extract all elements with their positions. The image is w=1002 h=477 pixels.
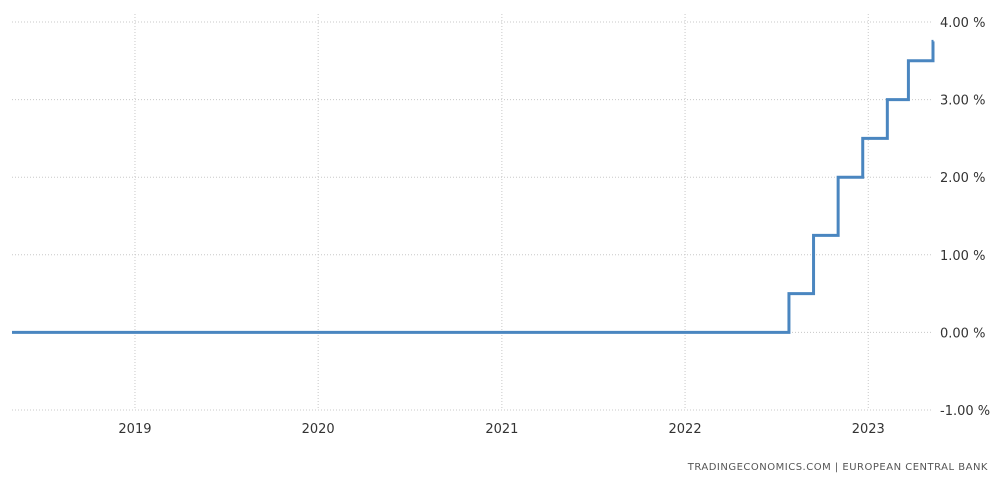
y-grid [12, 21, 933, 411]
x-tick-label: 2020 [302, 422, 335, 437]
y-tick-label: 2.00 % [940, 171, 985, 186]
x-axis-ticks: 2019 2020 2021 2022 2023 [118, 422, 884, 437]
y-axis-ticks: 4.00 % 3.00 % 2.00 % 1.00 % 0.00 % -1.00 % [940, 16, 990, 419]
source-attribution: TRADINGECONOMICS.COM | EUROPEAN CENTRAL … [687, 462, 988, 473]
x-tick-label: 2019 [118, 422, 151, 437]
y-tick-label: -1.00 % [940, 404, 990, 419]
y-tick-label: 1.00 % [940, 249, 985, 264]
y-tick-label: 0.00 % [940, 326, 985, 341]
x-tick-label: 2021 [485, 422, 518, 437]
y-tick-label: 4.00 % [940, 16, 985, 31]
series-line [12, 39, 935, 334]
x-tick-label: 2023 [852, 422, 885, 437]
series-layer [12, 39, 935, 334]
y-tick-label: 3.00 % [940, 94, 985, 109]
x-grid [134, 14, 869, 410]
x-tick-label: 2022 [669, 422, 702, 437]
